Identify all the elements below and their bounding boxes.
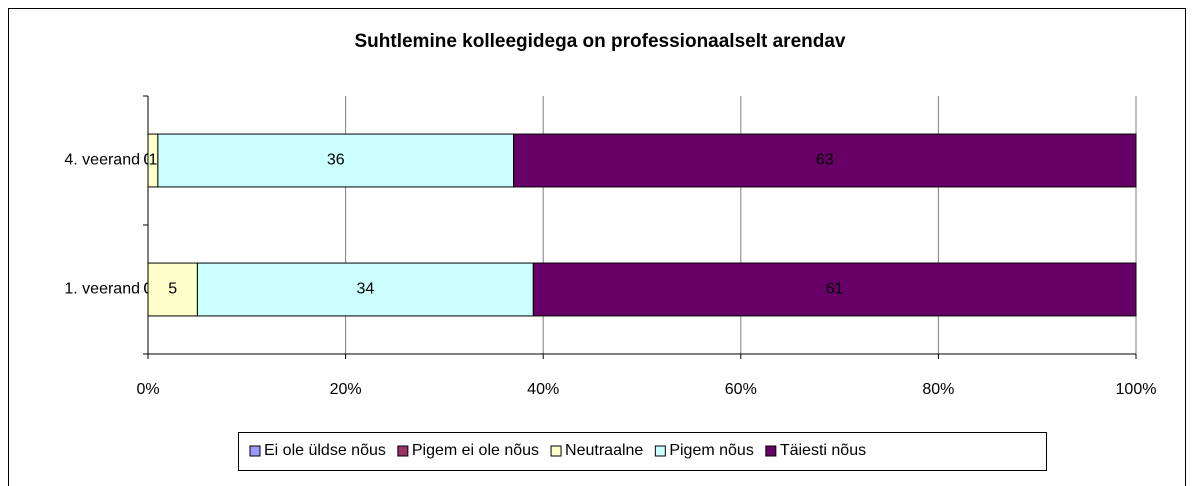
legend-swatch [249, 445, 261, 457]
chart-title: Suhtlemine kolleegidega on professionaal… [355, 31, 846, 52]
data-label: 63 [816, 152, 834, 169]
data-label: 34 [356, 281, 374, 298]
legend-swatch [397, 445, 409, 457]
data-label: 1 [148, 152, 157, 169]
y-tick-label: 4. veerand [64, 152, 140, 169]
legend-label: Pigem nõus [669, 442, 754, 459]
chart-border [8, 8, 1186, 486]
y-tick-label: 1. veerand [64, 281, 140, 298]
data-label: 61 [826, 281, 844, 298]
x-tick-label: 60% [725, 381, 757, 398]
bar-segment [532, 262, 1137, 317]
bar-segment [157, 133, 515, 188]
legend-swatch [654, 445, 666, 457]
legend-box [238, 432, 1047, 471]
x-tick-label: 40% [527, 381, 559, 398]
data-label: 36 [327, 152, 345, 169]
legend-label: Neutraalne [565, 442, 643, 459]
data-label: 5 [168, 281, 177, 298]
legend-label: Ei ole üldse nõus [264, 442, 386, 459]
x-tick-label: 20% [330, 381, 362, 398]
legend-label: Pigem ei ole nõus [412, 442, 539, 459]
legend-label: Täiesti nõus [780, 442, 866, 459]
x-tick-label: 0% [136, 381, 159, 398]
legend-swatch [765, 445, 777, 457]
legend-swatch [550, 445, 562, 457]
x-tick-label: 100% [1116, 381, 1157, 398]
x-tick-label: 80% [922, 381, 954, 398]
bar-segment [513, 133, 1137, 188]
